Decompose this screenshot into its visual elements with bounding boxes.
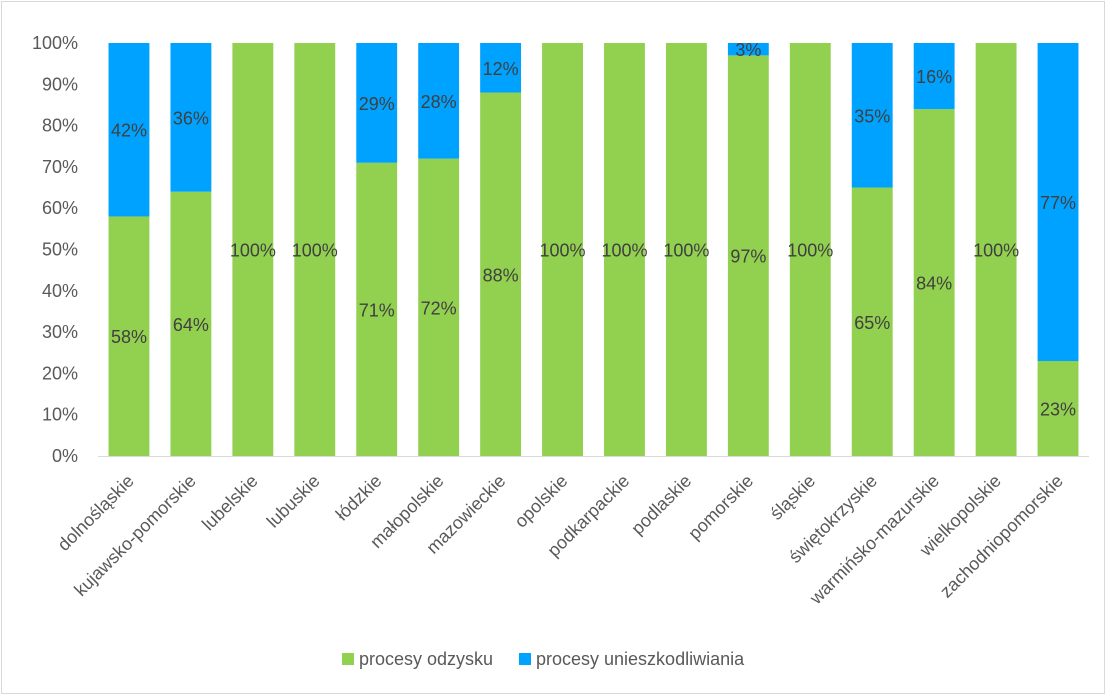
bar-segment-disposal <box>727 43 769 56</box>
legend-swatch <box>342 653 354 665</box>
bar-segment-disposal <box>418 43 460 159</box>
bar-segment-recovery <box>542 43 583 456</box>
legend-swatch <box>519 653 531 665</box>
data-label: 42% <box>111 121 147 141</box>
bar-segment-recovery <box>294 43 336 456</box>
bar-segment-recovery <box>1037 361 1079 456</box>
bar-segment-disposal <box>108 43 150 217</box>
data-label: 12% <box>483 59 519 79</box>
y-tick-label: 0% <box>52 446 78 466</box>
y-tick-label: 20% <box>42 363 78 383</box>
bars <box>108 43 1079 457</box>
bar-segment-recovery <box>913 109 955 456</box>
data-label: 3% <box>735 40 761 60</box>
legend-label: procesy unieszkodliwiania <box>536 649 745 669</box>
bar-segment-disposal <box>851 43 893 188</box>
category-label: łódzkie <box>332 471 386 525</box>
category-label: opolskie <box>511 471 572 532</box>
y-tick-label: 90% <box>42 74 78 94</box>
data-label: 65% <box>854 313 890 333</box>
bar-segment-disposal <box>913 43 955 110</box>
bar-segment-disposal <box>170 43 212 192</box>
data-label: 100% <box>973 241 1019 261</box>
category-label: lubelskie <box>198 471 262 535</box>
bar-segment-recovery <box>665 43 707 456</box>
bar-segment-recovery <box>170 191 212 456</box>
bar-segment-recovery <box>108 216 150 456</box>
category-label: pomorskie <box>684 471 757 544</box>
data-label: 100% <box>292 241 338 261</box>
category-label: śląskie <box>766 471 819 524</box>
data-label: 71% <box>359 300 395 320</box>
bar-segment-recovery <box>232 43 274 456</box>
data-label: 16% <box>916 67 952 87</box>
data-label: 28% <box>421 92 457 112</box>
bar-segment-recovery <box>356 162 398 456</box>
data-label: 88% <box>483 265 519 285</box>
bar-segment-recovery <box>604 43 645 456</box>
data-label: 97% <box>730 247 766 267</box>
bar-segment-recovery <box>480 92 522 456</box>
bar-segment-recovery <box>789 43 831 456</box>
data-label: 84% <box>916 274 952 294</box>
bar-segment-recovery <box>727 55 769 456</box>
legend-label: procesy odzysku <box>359 649 493 669</box>
legend: procesy odzysku procesy unieszkodliwiania <box>342 649 745 669</box>
y-tick-label: 10% <box>42 405 78 425</box>
bar-segment-disposal <box>356 43 398 163</box>
y-tick-label: 50% <box>42 240 78 260</box>
data-label: 72% <box>421 298 457 318</box>
category-label: lubuskie <box>263 471 324 532</box>
data-label: 64% <box>173 315 209 335</box>
y-tick-label: 40% <box>42 281 78 301</box>
data-label: 100% <box>230 241 276 261</box>
y-tick-label: 60% <box>42 198 78 218</box>
y-tick-label: 100% <box>32 33 78 53</box>
bar-segment-disposal <box>480 43 522 93</box>
category-label: kujawsko-pomorskie <box>70 471 199 600</box>
data-label: 35% <box>854 106 890 126</box>
y-tick-label: 30% <box>42 322 78 342</box>
bar-segment-recovery <box>418 158 460 456</box>
y-axis: 0% 10% 20% 30% 40% 50% 60% 70% 80% 90% 100% <box>32 33 78 466</box>
data-label: 77% <box>1040 193 1076 213</box>
data-label: 36% <box>173 108 209 128</box>
data-label: 29% <box>359 94 395 114</box>
bar-segment-recovery <box>851 187 893 457</box>
data-labels: 58% 42% 64% 36% 100% 100% 71% 29% 72% 28% 88% 12% 10… <box>111 40 1076 419</box>
bar-segment-recovery <box>975 43 1017 456</box>
data-label: 58% <box>111 327 147 347</box>
data-label: 100% <box>601 241 647 261</box>
data-label: 100% <box>663 241 709 261</box>
y-tick-label: 80% <box>42 116 78 136</box>
bar-segment-disposal <box>1037 43 1079 362</box>
data-label: 100% <box>540 241 586 261</box>
category-label: zachodniopomorskie <box>936 471 1067 602</box>
data-label: 23% <box>1040 400 1076 420</box>
y-tick-label: 70% <box>42 157 78 177</box>
data-label: 100% <box>787 241 833 261</box>
